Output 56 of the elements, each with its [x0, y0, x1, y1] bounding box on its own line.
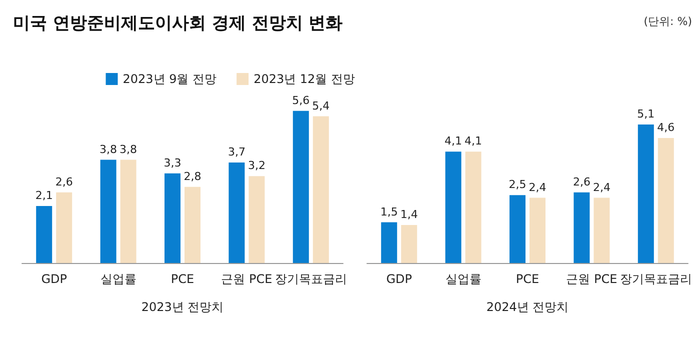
data-label: 5,1	[637, 107, 655, 120]
x-tick-label: GDP	[386, 272, 412, 286]
bar	[120, 160, 136, 263]
bar	[658, 138, 674, 263]
data-label: 4,6	[657, 121, 675, 134]
data-label: 3,3	[164, 156, 182, 170]
data-label: 3,7	[228, 145, 246, 158]
data-label: 2,1	[35, 188, 53, 202]
data-label: 2,6	[55, 175, 73, 188]
bar	[100, 160, 116, 263]
x-tick-label: PCE	[170, 272, 194, 286]
data-label: 3,8	[120, 142, 138, 156]
bar	[164, 173, 180, 263]
bar	[594, 198, 610, 263]
x-tick-label: 근원 PCE	[566, 272, 618, 286]
bar	[510, 195, 526, 263]
data-label: 2,8	[184, 170, 202, 183]
bar	[465, 152, 482, 263]
bar	[530, 198, 546, 263]
x-tick-label: 실업률	[445, 272, 482, 286]
x-axis-title: 2024년 전망치	[486, 300, 569, 314]
bar	[36, 206, 52, 263]
bar	[574, 192, 590, 263]
bar	[401, 224, 418, 263]
x-tick-label: 장기목표금리	[620, 272, 692, 286]
x-tick-label: 근원 PCE	[221, 272, 272, 286]
x-axis-title: 2023년 전망치	[141, 300, 224, 314]
bar	[184, 186, 200, 263]
data-label: 2,4	[528, 180, 546, 194]
data-label: 4,1	[464, 134, 482, 148]
data-label: 3,2	[248, 159, 266, 172]
bar	[228, 162, 245, 263]
bar	[445, 152, 462, 263]
bar	[56, 192, 72, 263]
data-label: 1,5	[380, 205, 398, 218]
data-label: 2,6	[572, 175, 590, 188]
bar	[381, 222, 398, 263]
text: (단위: %)	[644, 15, 692, 28]
bar	[312, 116, 329, 263]
bar	[248, 176, 265, 263]
legend-label: 2023년 9월 전망	[122, 72, 217, 86]
chart-title: 미국 연방준비제도이사회 경제 전망치 변화	[13, 14, 343, 34]
bar	[638, 124, 654, 263]
data-label: 5,6	[292, 94, 310, 107]
data-label: 1,4	[400, 208, 418, 221]
x-tick-label: GDP	[41, 272, 67, 286]
x-tick-label: 실업률	[100, 272, 136, 286]
data-label: 5,4	[312, 99, 330, 112]
x-tick-label: 장기목표금리	[274, 272, 347, 286]
x-tick-label: PCE	[516, 272, 540, 286]
legend-label: 2023년 12월 전망	[254, 72, 355, 86]
data-label: 2,5	[508, 178, 526, 192]
data-label: 2,4	[592, 180, 610, 194]
data-label: 4,1	[444, 134, 462, 148]
bar	[292, 110, 309, 263]
data-label: 3,8	[100, 142, 118, 156]
